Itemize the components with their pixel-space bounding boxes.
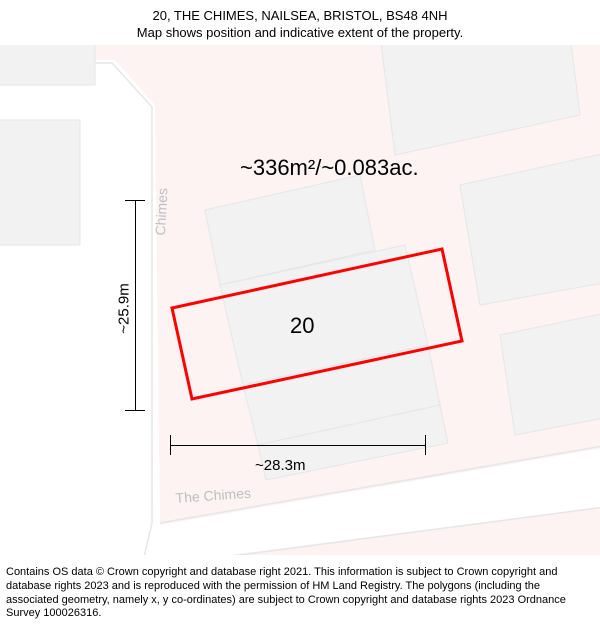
subtitle-line: Map shows position and indicative extent… [0, 25, 600, 42]
footer-copyright: Contains OS data © Crown copyright and d… [6, 566, 594, 621]
map-svg [0, 45, 600, 555]
dimension-vertical-tick-bottom [125, 410, 145, 411]
dimension-horizontal-tick-left [170, 435, 171, 455]
house-number: 20 [290, 313, 314, 339]
dimension-vertical-line [135, 200, 136, 410]
street-label-vertical: Chimes [152, 188, 170, 236]
dimension-horizontal-line [170, 445, 425, 446]
dimension-width-label: ~28.3m [255, 457, 305, 474]
dimension-height-label: ~25.9m [116, 283, 133, 333]
area-label: ~336m²/~0.083ac. [240, 155, 419, 181]
header: 20, THE CHIMES, NAILSEA, BRISTOL, BS48 4… [0, 0, 600, 42]
dimension-vertical-tick-top [125, 200, 145, 201]
address-line: 20, THE CHIMES, NAILSEA, BRISTOL, BS48 4… [0, 8, 600, 25]
map-area: Chimes The Chimes ~336m²/~0.083ac. 20 ~2… [0, 45, 600, 555]
dimension-horizontal-tick-right [425, 435, 426, 455]
